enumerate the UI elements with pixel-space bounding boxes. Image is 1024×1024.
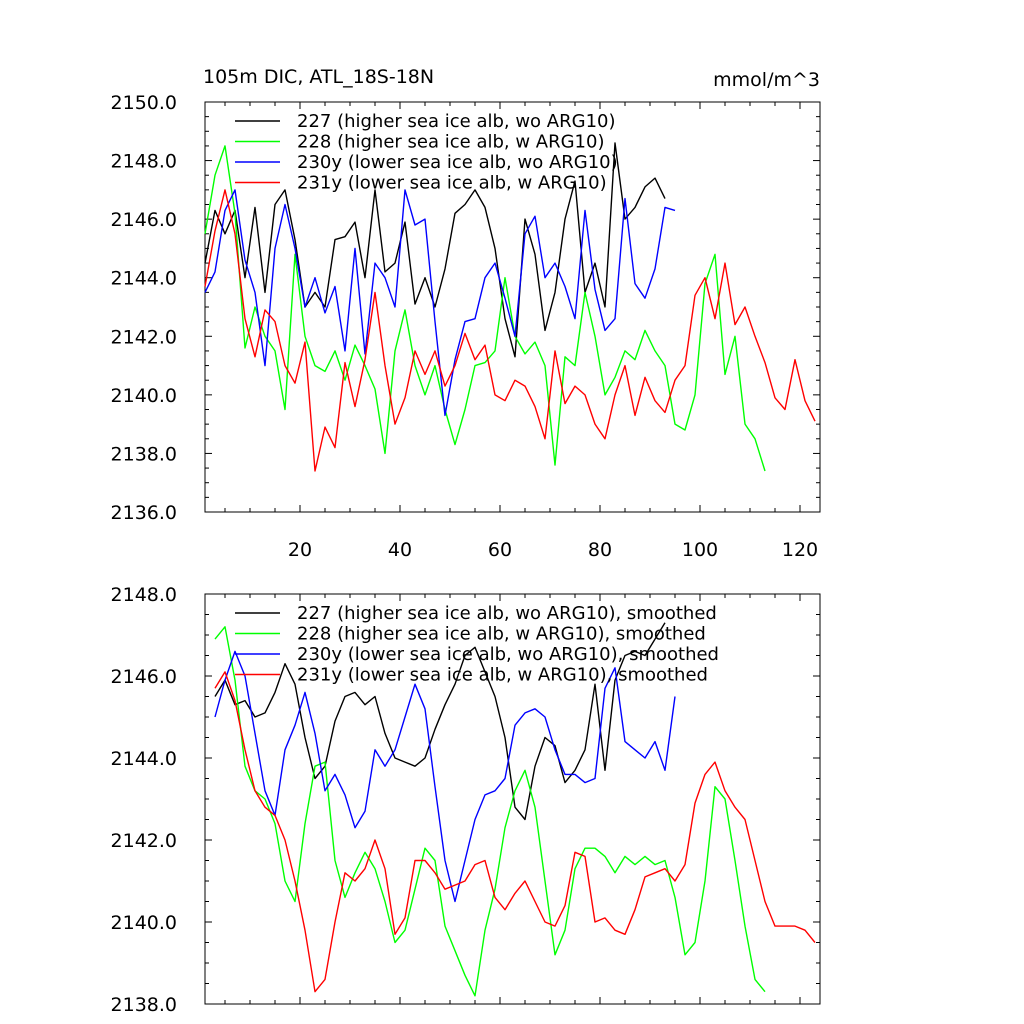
- bottom-series-line-4: [214, 671, 816, 993]
- bottom-series-group: [214, 622, 816, 997]
- bottom-legend-label: 228 (higher sea ice alb, w ARG10), smoot…: [297, 624, 706, 645]
- top-x-tick-label: 20: [288, 539, 312, 561]
- top-legend-label: 231y (lower sea ice alb, w ARG10): [297, 173, 607, 194]
- top-x-tick-label: 40: [388, 539, 412, 561]
- bottom-panel: 2138.0 2140.0 2142.0 2144.0 2146.0 2148.0 227…: [111, 584, 821, 1016]
- bottom-series-line-1: [214, 622, 666, 821]
- top-y-tick-label: 2138.0: [111, 443, 177, 465]
- top-y-axis: 2136.0 2138.0 2140.0 2142.0 2144.0 2146.0 2148…: [111, 92, 820, 524]
- top-series-line-2: [204, 145, 766, 472]
- top-legend-label: 230y (lower sea ice alb, wo ARG10): [297, 152, 618, 173]
- top-legend-label: 227 (higher sea ice alb, wo ARG10): [297, 111, 616, 132]
- top-y-tick-label: 2150.0: [111, 92, 177, 114]
- top-x-tick-label: 60: [488, 539, 512, 561]
- top-series-line-1: [204, 142, 666, 358]
- bottom-y-tick-label: 2144.0: [111, 748, 177, 770]
- top-series-line-4: [204, 189, 816, 472]
- bottom-legend-label: 231y (lower sea ice alb, w ARG10), smoot…: [297, 665, 708, 686]
- top-y-tick-label: 2142.0: [111, 326, 177, 348]
- bottom-legend-label: 230y (lower sea ice alb, wo ARG10), smoo…: [297, 644, 719, 665]
- top-panel: 105m DIC, ATL_18S-18N mmol/m^3 2136.0213…: [111, 66, 821, 561]
- bottom-y-tick-label: 2138.0: [111, 994, 177, 1016]
- top-x-axis: 20 40 60 80 100 120: [224, 102, 818, 561]
- top-x-tick-label: 80: [588, 539, 612, 561]
- bottom-x-axis: [224, 594, 801, 1004]
- top-legend-label: 228 (higher sea ice alb, w ARG10): [297, 132, 604, 153]
- bottom-series-line-2: [214, 626, 766, 997]
- top-x-tick-label: 100: [682, 539, 718, 561]
- top-units-label: mmol/m^3: [713, 69, 820, 91]
- top-y-tick-label: 2140.0: [111, 385, 177, 407]
- bottom-legend: 227 (higher sea ice alb, wo ARG10), smoo…: [235, 603, 719, 686]
- top-y-tick-label: 2144.0: [111, 268, 177, 290]
- top-y-tick-label: 2136.0: [111, 502, 177, 524]
- bottom-y-axis: 2138.0 2140.0 2142.0 2144.0 2146.0 2148.0: [111, 584, 820, 1016]
- bottom-y-tick-label: 2142.0: [111, 830, 177, 852]
- top-y-tick-label: 2148.0: [111, 151, 177, 173]
- bottom-y-tick-label: 2148.0: [111, 584, 177, 606]
- bottom-legend-label: 227 (higher sea ice alb, wo ARG10), smoo…: [297, 603, 717, 624]
- top-chart-title: 105m DIC, ATL_18S-18N: [203, 66, 434, 88]
- bottom-series-line-3: [214, 650, 676, 903]
- top-series-group: [204, 142, 816, 472]
- bottom-y-tick-label: 2140.0: [111, 912, 177, 934]
- top-x-tick-label: 120: [782, 539, 818, 561]
- top-legend: 227 (higher sea ice alb, wo ARG10)228 (h…: [235, 111, 618, 194]
- top-y-tick-label: 2146.0: [111, 209, 177, 231]
- bottom-y-tick-label: 2146.0: [111, 666, 177, 688]
